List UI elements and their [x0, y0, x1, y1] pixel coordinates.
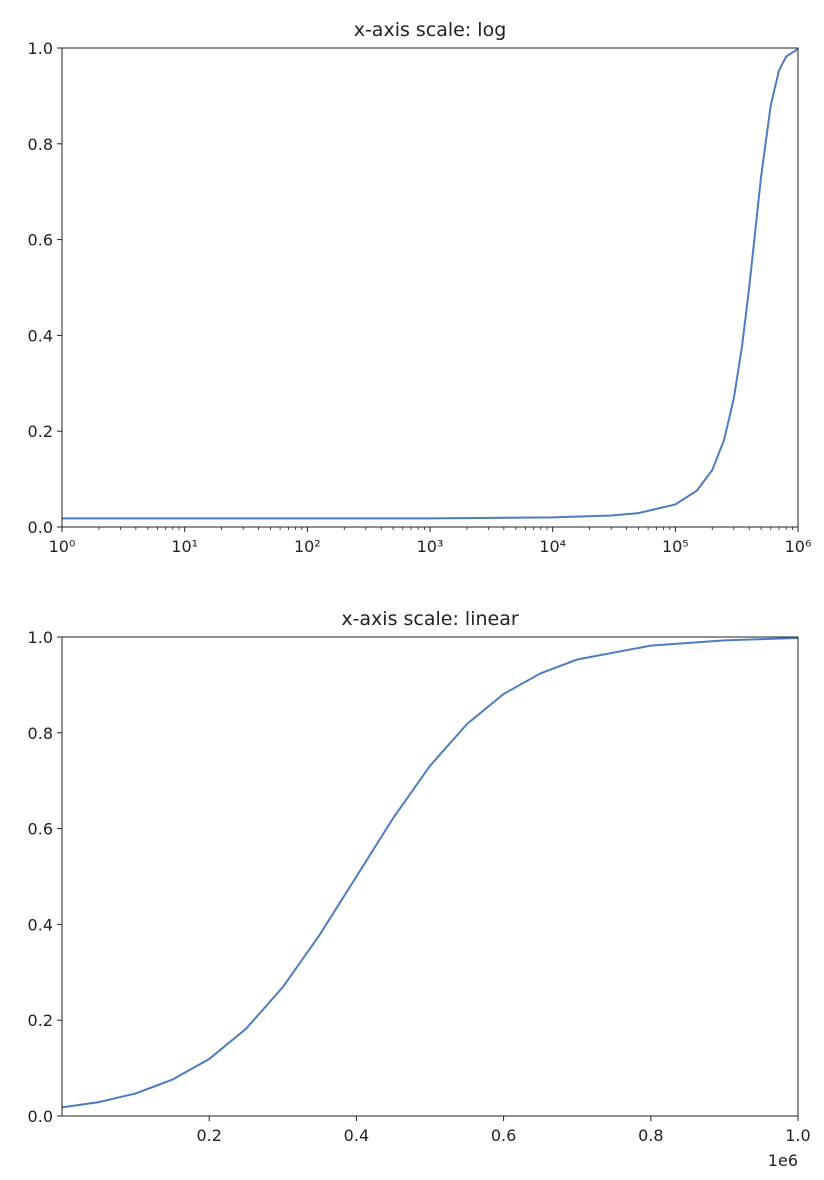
y-tick-label: 0.8 [28, 135, 53, 154]
y-tick-label: 0.6 [28, 231, 53, 250]
y-tick-label: 0.2 [28, 1011, 53, 1030]
axes-frame [61, 47, 799, 528]
chart-title: x-axis scale: log [354, 19, 507, 41]
x-offset-label: 1e6 [768, 1151, 798, 1170]
x-tick-label: 10¹ [171, 537, 198, 556]
x-tick-label: 10² [294, 537, 321, 556]
x-tick-label: 10³ [417, 537, 444, 556]
y-tick-label: 0.6 [28, 820, 53, 839]
x-tick-label: 0.6 [491, 1126, 516, 1145]
y-tick-label: 0.0 [28, 1107, 53, 1126]
x-tick-label: 0.8 [638, 1126, 663, 1145]
x-tick-label: 10⁰ [49, 537, 76, 556]
y-tick-label: 1.0 [28, 39, 53, 58]
x-tick-label: 10⁶ [785, 537, 812, 556]
x-tick-label: 10⁵ [662, 537, 689, 556]
x-tick-label: 10⁴ [539, 537, 566, 556]
line-series [61, 636, 799, 1109]
y-tick-label: 0.2 [28, 422, 53, 441]
y-tick-label: 0.8 [28, 724, 53, 743]
x-tick-label: 0.4 [344, 1126, 369, 1145]
y-tick-label: 0.4 [28, 915, 53, 934]
x-tick-label: 1.0 [785, 1126, 810, 1145]
x-tick-label: 0.2 [196, 1126, 221, 1145]
y-tick-label: 0.0 [28, 518, 53, 537]
axes-frame [61, 636, 799, 1117]
y-tick-label: 0.4 [28, 326, 53, 345]
line-series [62, 48, 799, 520]
chart-title: x-axis scale: linear [341, 608, 519, 630]
y-tick-label: 1.0 [28, 628, 53, 647]
